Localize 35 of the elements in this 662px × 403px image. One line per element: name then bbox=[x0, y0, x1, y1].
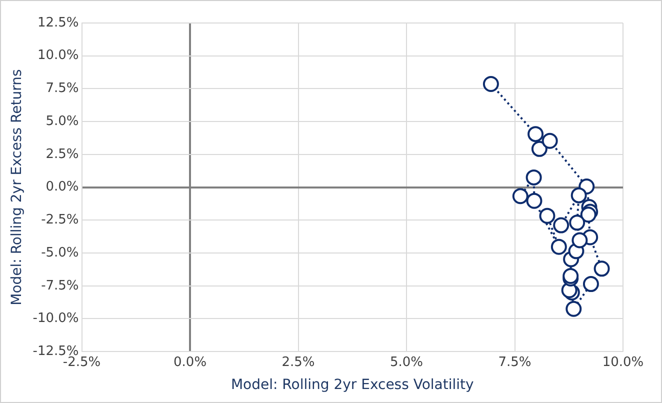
point bbox=[542, 132, 558, 149]
y-tick-label: 2.5% bbox=[46, 146, 79, 162]
point bbox=[531, 140, 548, 157]
point bbox=[526, 192, 542, 209]
point bbox=[553, 217, 570, 234]
point bbox=[594, 260, 610, 277]
y-tick-label: 0.0% bbox=[46, 180, 79, 195]
point bbox=[580, 206, 596, 223]
y-tick-label: 10.0% bbox=[37, 48, 79, 64]
point bbox=[526, 169, 542, 186]
y-tick-label: -10.0% bbox=[32, 311, 79, 326]
point bbox=[512, 188, 528, 204]
x-tick-label: 2.5% bbox=[282, 354, 315, 370]
point bbox=[528, 126, 544, 142]
x-tick-label: 7.5% bbox=[498, 354, 532, 370]
x-tick-label: 5.0% bbox=[390, 354, 424, 370]
point bbox=[570, 187, 587, 204]
point bbox=[569, 214, 586, 231]
point bbox=[566, 300, 582, 317]
y-tick-label: 12.5% bbox=[37, 15, 79, 30]
y-tick-label: -7.5% bbox=[41, 278, 79, 294]
x-tick-label: 10.0% bbox=[602, 354, 644, 370]
point bbox=[539, 208, 556, 224]
y-tick-label: -5.0% bbox=[41, 245, 79, 260]
x-axis-title: Model: Rolling 2yr Excess Volatility bbox=[230, 377, 474, 394]
y-tick-label: 5.0% bbox=[46, 114, 79, 129]
point bbox=[482, 76, 499, 92]
point bbox=[582, 276, 599, 292]
x-tick-label: -2.5% bbox=[62, 354, 101, 370]
point bbox=[550, 238, 567, 255]
y-tick-label: 7.5% bbox=[46, 81, 79, 96]
y-axis-title: Model: Rolling 2yr Excess Returns bbox=[9, 69, 26, 306]
y-tick-label: -2.5% bbox=[41, 212, 79, 228]
x-tick-label: 0.0% bbox=[174, 354, 207, 370]
point bbox=[572, 232, 588, 248]
